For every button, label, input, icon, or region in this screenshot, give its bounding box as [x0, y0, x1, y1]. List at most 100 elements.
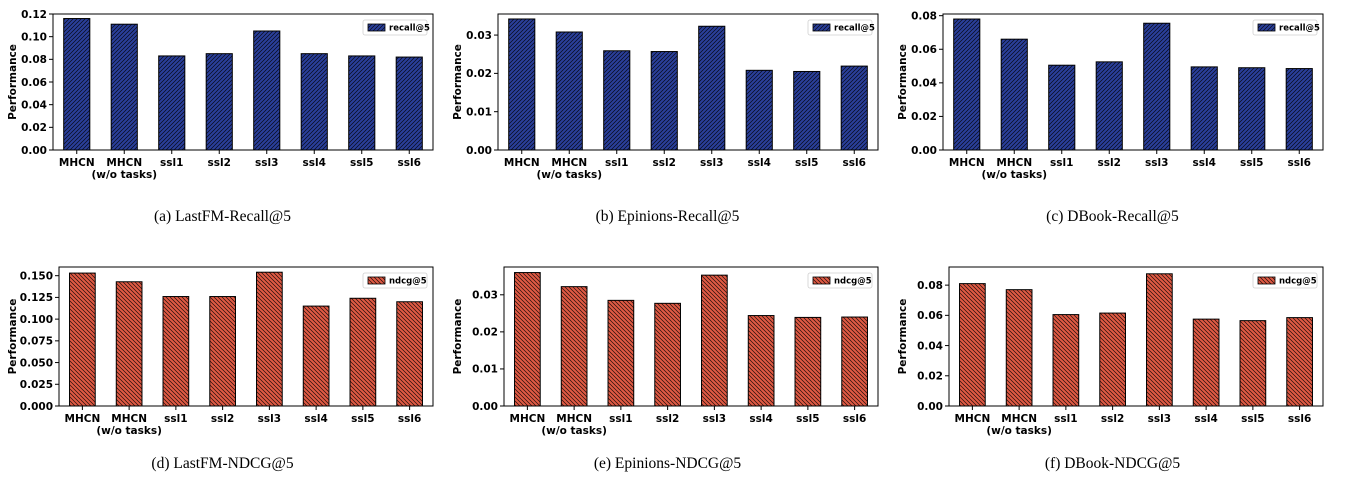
y-tick-label: 0.03 [472, 290, 498, 302]
y-tick-label: 0.02 [21, 122, 47, 134]
plot-frame [503, 266, 879, 407]
bar-ssl6-7 [1285, 68, 1313, 151]
legend-label: ndcg@5 [834, 277, 872, 287]
plot-frame [52, 13, 434, 151]
bar-mhcn-0 [953, 18, 981, 151]
x-tick-label: MHCN [510, 413, 546, 425]
x-tick-label: ssl4 [1194, 413, 1217, 425]
plot-frame [497, 13, 879, 151]
y-tick-label: 0.00 [911, 145, 937, 157]
y-tick-label: 0.03 [466, 30, 492, 42]
y-tick-label: 0.125 [20, 292, 53, 304]
x-tick-label: (w/o tasks) [981, 169, 1047, 181]
y-tick-label: 0.02 [911, 111, 937, 123]
y-tick-label: 0.100 [20, 314, 53, 326]
x-tick-label: ssl6 [843, 157, 866, 169]
bar-ssl4-5 [747, 315, 775, 407]
x-tick-label: ssl5 [795, 157, 818, 169]
y-axis-label: Performance [452, 44, 464, 120]
caption-e: (e) Epinions-NDCG@5 [593, 455, 742, 472]
bar-ssl3-4 [701, 274, 728, 407]
x-tick-label: ssl4 [303, 157, 326, 169]
bar-ssl3-4 [1143, 22, 1171, 151]
x-tick-label: ssl2 [653, 157, 676, 169]
bar-mhcn-0 [508, 18, 536, 151]
chart-panel-e: 0.00 0.01 0.02 0.03 MHCN MHCN (w/o tasks) ssl1 s… [445, 243, 890, 485]
x-tick-label: MHCN [504, 157, 540, 169]
y-tick-label: 0.00 [466, 145, 492, 157]
bar-ssl5-6 [348, 55, 376, 151]
y-tick-label: 0.04 [911, 78, 937, 90]
bar-ssl3-4 [256, 271, 283, 407]
y-tick-label: 0.06 [911, 44, 937, 56]
bar-ssl4-5 [1190, 66, 1218, 151]
bar-ssl2-3 [1095, 61, 1123, 151]
x-tick-label: ssl1 [609, 413, 632, 425]
bar-ssl1-2 [607, 299, 635, 407]
y-tick-label: 0.02 [466, 68, 492, 80]
bar-ssl4-5 [302, 305, 330, 407]
bar-ssl4-5 [745, 69, 773, 151]
x-tick-label: ssl2 [211, 413, 234, 425]
x-tick-label: ssl3 [700, 157, 723, 169]
x-tick-label: MHCN [111, 413, 147, 425]
x-tick-label: ssl6 [1288, 157, 1311, 169]
x-tick-label: ssl2 [1101, 413, 1124, 425]
bar-ssl1-2 [1052, 314, 1080, 407]
bar-ssl5-6 [793, 70, 821, 151]
bar-chart-e: 0.00 0.01 0.02 0.03 MHCN MHCN(w/o tasks)ssl1 s… [452, 266, 879, 437]
x-tick-label: ssl1 [164, 413, 187, 425]
plot-frame [942, 13, 1324, 151]
x-tick-label: ssl3 [1148, 413, 1171, 425]
y-tick-label: 0.01 [472, 364, 498, 376]
y-tick-label: 0.12 [21, 9, 47, 21]
bar-ssl1-2 [158, 55, 186, 151]
bar-ssl4-5 [300, 53, 328, 151]
bar-mhcn-0 [959, 283, 986, 407]
bar-mhcn-1 [115, 281, 143, 407]
legend-label: ndcg@5 [1279, 277, 1317, 287]
bar-mhcn-0 [69, 272, 96, 407]
legend-swatch [367, 276, 386, 285]
legend-label: recall@5 [834, 24, 875, 34]
x-tick-label: MHCN [1001, 413, 1037, 425]
y-tick-label: 0.10 [21, 31, 47, 43]
bar-mhcn-1 [1005, 289, 1033, 407]
legend-label: recall@5 [389, 24, 430, 34]
x-tick-label: ssl4 [304, 413, 327, 425]
y-tick-label: 0.075 [20, 336, 53, 348]
bar-ssl6-7 [841, 316, 868, 407]
x-tick-label: (w/o tasks) [541, 425, 607, 437]
bar-ssl1-2 [603, 50, 631, 151]
x-tick-label: ssl3 [258, 413, 281, 425]
bar-mhcn-1 [560, 286, 588, 407]
bar-chart-d: 0.000 0.025 0.050 0.075 0.100 0.125 0.150 MHCN M… [7, 266, 434, 437]
y-tick-label: 0.08 [21, 54, 47, 66]
y-tick-label: 0.02 [917, 371, 943, 383]
x-tick-label: MHCN [59, 157, 95, 169]
bar-mhcn-0 [514, 272, 541, 407]
bar-ssl5-6 [794, 316, 822, 407]
y-tick-label: 0.150 [20, 270, 53, 282]
x-tick-label: ssl6 [398, 157, 421, 169]
chart-panel-f: 0.00 0.02 0.04 0.06 0.08 MHCN MHCN (w/o tasks) s… [890, 243, 1335, 485]
y-tick-label: 0.01 [466, 106, 492, 118]
x-tick-label: ssl1 [1054, 413, 1077, 425]
plot-frame [58, 266, 434, 407]
plot-frame [948, 266, 1324, 407]
bar-ssl5-6 [1238, 67, 1266, 151]
y-axis-label: Performance [7, 44, 19, 120]
y-tick-label: 0.050 [20, 357, 53, 369]
x-tick-label: ssl5 [1240, 157, 1263, 169]
y-axis-label: Performance [7, 299, 19, 375]
bar-ssl3-4 [253, 30, 281, 151]
bar-ssl1-2 [162, 296, 190, 407]
x-tick-label: ssl3 [255, 157, 278, 169]
x-tick-label: ssl3 [1145, 157, 1168, 169]
bar-ssl2-3 [205, 53, 233, 151]
bar-ssl3-4 [698, 25, 726, 151]
bar-ssl2-3 [209, 296, 236, 407]
y-axis-label: Performance [897, 44, 909, 120]
bar-ssl6-7 [840, 65, 868, 151]
bar-mhcn-1 [110, 23, 138, 151]
